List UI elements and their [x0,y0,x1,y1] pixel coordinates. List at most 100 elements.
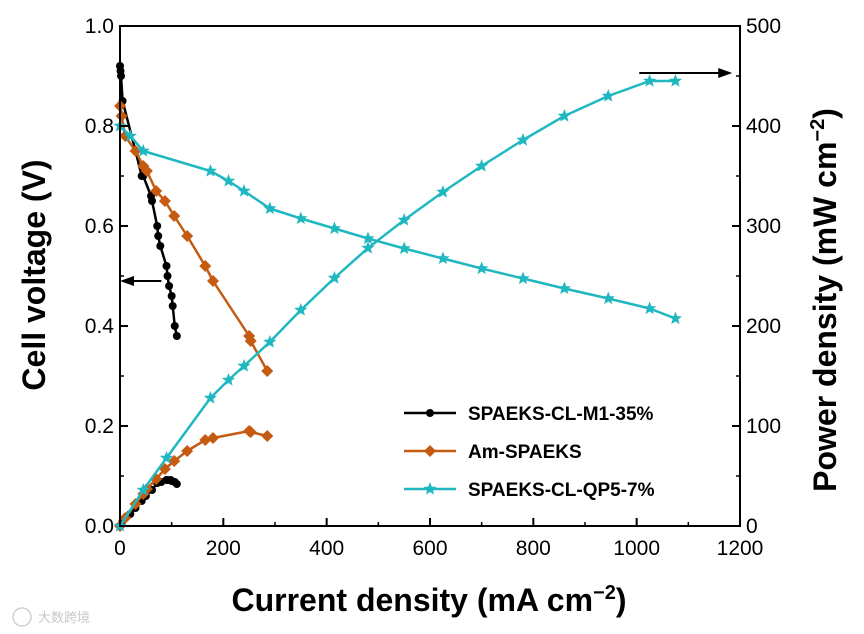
polarization-point [123,129,137,142]
power-point [172,480,181,488]
power-point [203,391,218,404]
y-right-tick-label: 400 [746,115,781,138]
power-point [168,455,181,467]
watermark: 大数跨境 [12,607,90,627]
polarization-point [361,231,375,245]
y-left-tick-label: 0.8 [85,115,114,138]
legend-label: SPAEKS-CL-QP5-7% [468,480,655,501]
y-axis-left-title: Cell voltage (V) [16,159,52,390]
y-right-tick-label: 100 [746,415,781,438]
polarization-curve [119,125,676,320]
legend-marker [424,445,436,457]
power-point [642,74,657,87]
power-point [207,432,219,444]
polarization-curve [118,105,269,372]
series-layer [113,62,683,532]
polarization-point [154,232,163,240]
polarization-point [165,282,174,290]
x-tick-label: 400 [309,537,344,560]
legend-marker [426,409,434,417]
x-tick-label: 800 [516,537,551,560]
polarization-point [397,241,411,255]
watermark-text: 大数跨境 [38,611,90,626]
y-right-tick-label: 0 [746,515,758,538]
y-right-tick-label: 500 [746,15,781,38]
polarization-point [557,281,571,295]
annotations [120,68,733,286]
legend-label: SPAEKS-CL-M1-35% [468,404,654,425]
x-tick-label: 1000 [613,537,660,560]
polarization-point [199,260,212,272]
power-point [181,445,194,457]
series-1 [114,100,274,532]
polarization-point [207,275,219,287]
polarization-point [475,261,489,275]
power-point [436,185,450,198]
power-point [237,359,251,372]
y-left-tick-label: 0.6 [85,215,114,238]
polarization-point [601,291,615,305]
polarization-point [181,230,194,242]
power-point [244,426,257,438]
arrow-right-head [718,68,733,78]
polarization-point [221,174,236,187]
polarization-point [115,110,128,122]
polarization-point [148,197,157,205]
power-point [397,213,411,226]
legend: SPAEKS-CL-M1-35% Am-SPAEKS SPAEKS-CL-QP5-7… [404,404,655,501]
power-curve [118,429,268,527]
y-left-tick-label: 0.2 [85,415,114,438]
power-point [361,241,375,254]
power-point [475,159,489,172]
polarization-point [136,144,150,157]
polarization-point [153,222,162,230]
x-axis-title: Current density (mA cm−2) [231,582,626,618]
polarization-point [261,365,274,377]
x-tick-label: 200 [206,537,241,560]
y-left-tick-label: 0.4 [85,315,115,338]
polarization-point [150,185,163,197]
x-tick-label: 0 [114,537,126,560]
polarization-point [516,271,530,285]
power-point [557,109,571,122]
polarization-point [158,195,171,207]
polarization-point [162,262,171,270]
power-point [261,430,274,442]
power-point [668,74,683,87]
y-left-tick-label: 1.0 [85,15,114,38]
legend-marker [423,482,437,495]
legend-label: Am-SPAEKS [468,442,582,463]
x-tick-label: 600 [412,537,447,560]
polarization-point [119,130,132,142]
polarization-point [668,311,683,325]
polarization-point [170,322,179,330]
polarization-point [168,302,177,310]
polarization-point [244,335,257,347]
power-point [221,373,236,386]
series-2 [113,74,683,532]
polarization-point [237,184,251,197]
arrow-left-head [120,276,134,286]
y-right-tick-label: 300 [746,215,781,238]
polarization-point [327,221,342,235]
ticks-layer: 0 200 400 600 800 1000 1200 0.0 0.2 0.4 0.6 0.8 1.0 0… [85,15,781,560]
polarization-point [129,145,142,157]
power-point [516,133,530,146]
power-point [327,271,342,284]
polarization-point [172,332,181,340]
polarization-point [642,301,657,315]
polarization-point [167,292,176,300]
power-point [136,483,150,496]
power-point [601,89,615,102]
power-curve [118,79,676,527]
polarization-point [140,165,153,177]
power-point [294,303,308,316]
polarization-point [436,251,450,265]
polarization-point [263,201,277,215]
polarization-point [163,272,172,280]
y-axis-right-title: Power density (mW cm−2) [807,108,843,492]
y-right-tick-label: 200 [746,315,781,338]
power-point [159,451,174,464]
x-tick-label: 1200 [717,537,764,560]
